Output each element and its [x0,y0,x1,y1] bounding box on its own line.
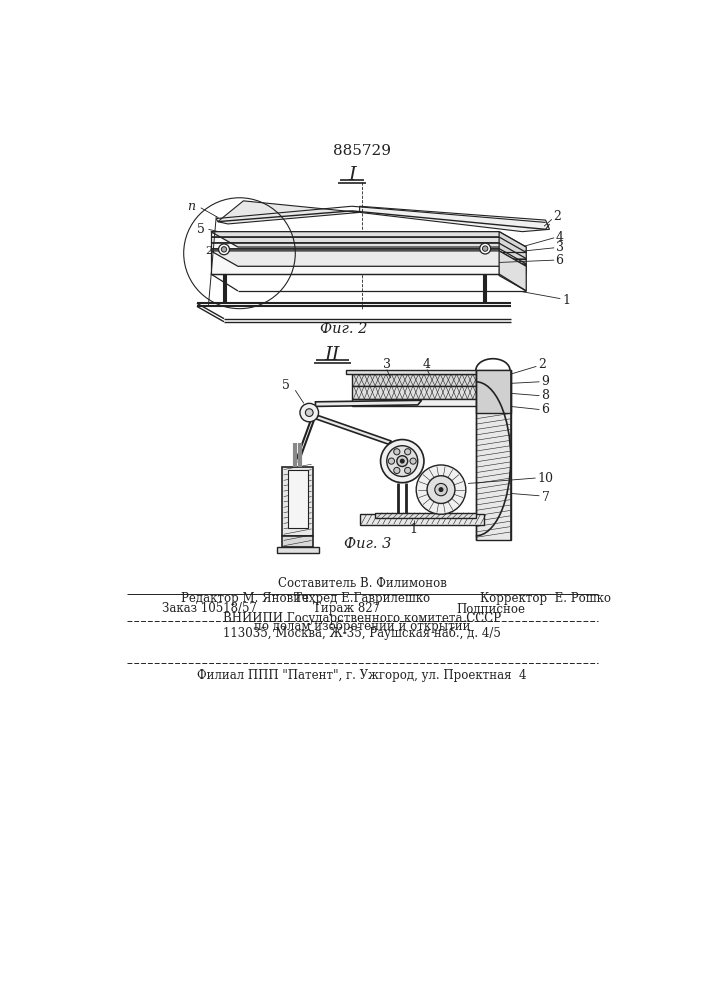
Polygon shape [360,206,549,232]
Text: 5: 5 [197,223,205,236]
Polygon shape [276,547,319,553]
Polygon shape [375,513,476,518]
Polygon shape [211,251,526,266]
Text: II: II [325,346,340,364]
Text: по делам изобретений и открытий: по делам изобретений и открытий [254,619,470,633]
Polygon shape [218,201,360,224]
Text: Филиал ППП "Патент", г. Ужгород, ул. Проектная  4: Филиал ППП "Патент", г. Ужгород, ул. Про… [197,669,527,682]
Polygon shape [360,514,484,525]
Text: 2: 2 [205,246,212,256]
Polygon shape [282,466,313,536]
Text: ВНИИПИ Государственного комитета СССР: ВНИИПИ Государственного комитета СССР [223,612,501,625]
Text: 2: 2 [554,210,561,223]
Circle shape [400,459,404,463]
Polygon shape [352,374,476,386]
Polygon shape [476,370,510,413]
Circle shape [480,243,491,254]
Circle shape [427,476,455,503]
Circle shape [305,409,313,416]
Circle shape [397,456,408,466]
Circle shape [416,465,466,514]
Circle shape [404,467,411,474]
Text: 1: 1 [563,294,571,307]
Text: Техред Е.Гаврилешко: Техред Е.Гаврилешко [294,592,430,605]
Text: 4: 4 [556,231,563,244]
Text: 4: 4 [423,358,431,371]
Text: Составитель В. Филимонов: Составитель В. Филимонов [278,577,446,590]
Text: 1: 1 [410,523,418,536]
Text: 6: 6 [542,403,549,416]
Circle shape [482,246,488,251]
Circle shape [221,247,227,252]
Text: Корректор  Е. Рошко: Корректор Е. Рошко [480,592,611,605]
Polygon shape [315,400,421,406]
Polygon shape [499,251,526,291]
Polygon shape [346,370,476,374]
Polygon shape [211,232,526,247]
Circle shape [218,244,230,255]
Text: 113035, Москва, Ж-35, Раушская наб., д. 4/5: 113035, Москва, Ж-35, Раушская наб., д. … [223,627,501,640]
Polygon shape [352,399,476,406]
Polygon shape [315,416,392,444]
Polygon shape [211,232,499,251]
Text: Подписное: Подписное [457,602,525,615]
Text: Тираж 827: Тираж 827 [313,602,380,615]
Text: 3: 3 [382,358,391,371]
Text: Редактор М. Янович: Редактор М. Янович [182,592,309,605]
Text: Заказ 10518/57: Заказ 10518/57 [162,602,257,615]
Circle shape [394,449,400,455]
Text: 885729: 885729 [333,144,391,158]
Text: 5: 5 [282,379,290,392]
Polygon shape [476,370,510,540]
Text: Фиг. 2: Фиг. 2 [320,322,368,336]
Circle shape [300,403,319,422]
Text: 9: 9 [542,375,549,388]
Circle shape [435,483,448,496]
Text: Фиг. 3: Фиг. 3 [344,536,391,550]
Circle shape [439,488,443,492]
Text: 2: 2 [538,358,546,371]
Text: 6: 6 [556,254,563,267]
Circle shape [404,449,411,455]
Circle shape [387,446,418,477]
Text: 3: 3 [556,241,563,254]
Polygon shape [282,536,313,547]
Text: 8: 8 [542,389,549,402]
Polygon shape [288,470,308,528]
Text: 10: 10 [537,472,554,485]
Circle shape [394,467,400,474]
Polygon shape [499,232,526,274]
Text: 7: 7 [542,491,549,504]
Polygon shape [211,251,499,274]
Circle shape [388,458,395,464]
Circle shape [380,440,424,483]
Text: I: I [348,166,356,184]
Circle shape [410,458,416,464]
Text: п: п [187,200,195,213]
Polygon shape [352,386,476,399]
